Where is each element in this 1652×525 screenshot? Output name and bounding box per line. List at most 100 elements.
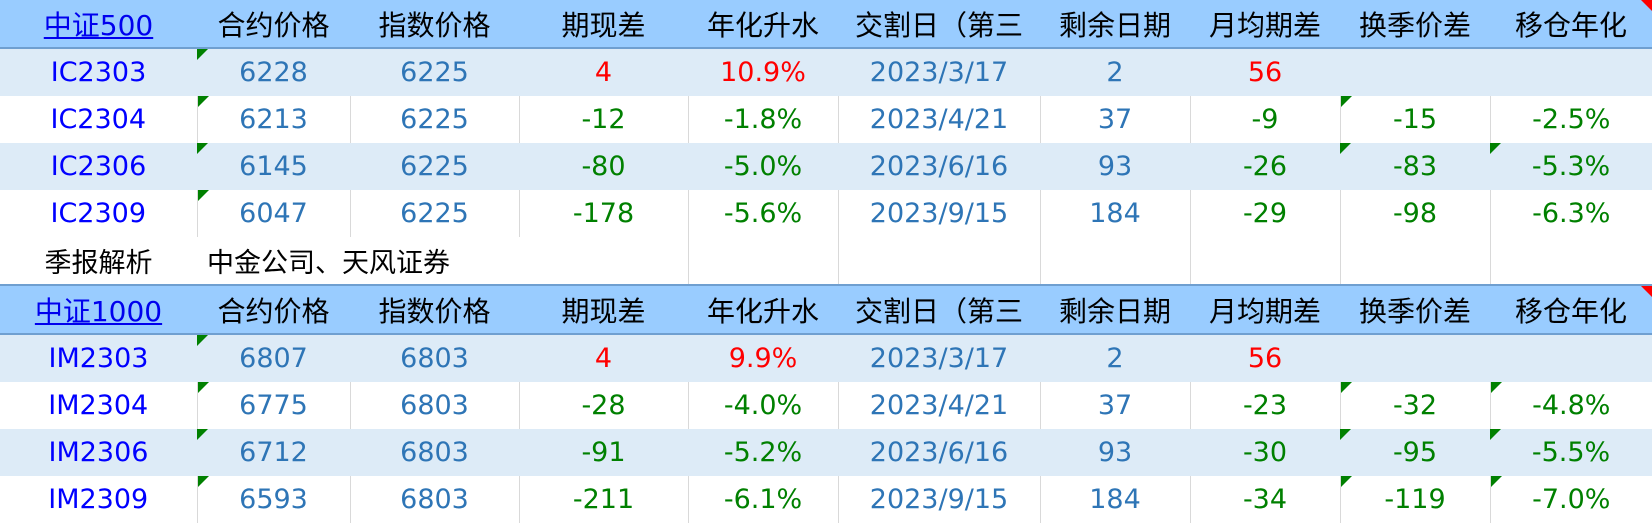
- data-cell[interactable]: 2023/4/21: [837, 382, 1040, 429]
- data-cell[interactable]: 6225: [349, 96, 519, 143]
- column-header[interactable]: 剩余日期: [1040, 0, 1190, 49]
- data-cell[interactable]: -83: [1340, 143, 1490, 190]
- data-cell[interactable]: 2023/6/16: [838, 429, 1040, 476]
- index-name-link[interactable]: 中证1000: [0, 285, 197, 335]
- data-cell[interactable]: 6145: [197, 143, 350, 190]
- data-cell[interactable]: 6213: [196, 96, 350, 143]
- column-header[interactable]: 移仓年化: [1490, 285, 1652, 335]
- contract-code-cell[interactable]: IM2306: [0, 429, 197, 476]
- note-value[interactable]: 中金公司、天风证券: [197, 237, 450, 286]
- data-cell[interactable]: -23: [1189, 382, 1340, 429]
- data-cell[interactable]: -178: [518, 190, 688, 237]
- data-cell[interactable]: [1340, 334, 1490, 382]
- data-cell[interactable]: 6047: [196, 190, 350, 237]
- column-header[interactable]: 期现差: [519, 285, 688, 335]
- data-cell[interactable]: 6803: [349, 476, 519, 523]
- data-cell[interactable]: -5.2%: [688, 429, 838, 476]
- data-cell[interactable]: 2023/9/15: [837, 190, 1040, 237]
- data-cell[interactable]: 6803: [350, 429, 519, 476]
- data-cell[interactable]: -30: [1190, 429, 1340, 476]
- empty-cell[interactable]: [1339, 237, 1490, 286]
- data-cell[interactable]: 9.9%: [688, 334, 838, 382]
- data-cell[interactable]: -80: [519, 143, 688, 190]
- data-cell[interactable]: 6225: [349, 190, 519, 237]
- note-label[interactable]: 季报解析: [0, 237, 197, 286]
- empty-cell[interactable]: [1039, 237, 1190, 286]
- data-cell[interactable]: 37: [1039, 96, 1190, 143]
- empty-cell[interactable]: [837, 237, 1040, 286]
- data-cell[interactable]: 6775: [196, 382, 350, 429]
- column-header[interactable]: 月均期差: [1190, 0, 1340, 49]
- contract-code-cell[interactable]: IM2304: [48, 390, 149, 421]
- column-header[interactable]: 换季价差: [1340, 0, 1490, 49]
- data-cell[interactable]: 37: [1039, 382, 1190, 429]
- column-header[interactable]: 月均期差: [1190, 285, 1340, 335]
- contract-code-cell[interactable]: IC2306: [0, 143, 197, 190]
- data-cell[interactable]: -7.0%: [1489, 476, 1652, 523]
- empty-cell[interactable]: [350, 237, 519, 286]
- data-cell[interactable]: -29: [1189, 190, 1340, 237]
- data-cell[interactable]: 2023/3/17: [838, 48, 1040, 96]
- data-cell[interactable]: -5.5%: [1490, 429, 1652, 476]
- contract-code-cell[interactable]: IM2309: [48, 484, 149, 515]
- data-cell[interactable]: 2023/4/21: [837, 96, 1040, 143]
- column-header[interactable]: 年化升水: [688, 285, 838, 335]
- data-cell[interactable]: 2: [1040, 334, 1190, 382]
- data-cell[interactable]: -9: [1189, 96, 1340, 143]
- data-cell[interactable]: 2023/9/15: [837, 476, 1040, 523]
- data-cell[interactable]: -5.6%: [687, 190, 838, 237]
- data-cell[interactable]: 4: [519, 334, 688, 382]
- data-cell[interactable]: -12: [518, 96, 688, 143]
- data-cell[interactable]: -2.5%: [1489, 96, 1652, 143]
- data-cell[interactable]: 184: [1039, 476, 1190, 523]
- data-cell[interactable]: -6.3%: [1489, 190, 1652, 237]
- data-cell[interactable]: -91: [519, 429, 688, 476]
- data-cell[interactable]: -5.0%: [688, 143, 838, 190]
- contract-code-cell[interactable]: IC2309: [50, 198, 147, 229]
- data-cell[interactable]: 56: [1190, 334, 1340, 382]
- data-cell[interactable]: 6807: [197, 334, 350, 382]
- column-header[interactable]: 交割日（第三: [838, 285, 1040, 335]
- empty-cell[interactable]: [519, 237, 688, 286]
- index-name-link[interactable]: 中证500: [0, 0, 197, 49]
- data-cell[interactable]: 6228: [197, 48, 350, 96]
- data-cell[interactable]: -32: [1339, 382, 1490, 429]
- empty-cell[interactable]: [1189, 237, 1340, 286]
- column-header[interactable]: 剩余日期: [1040, 285, 1190, 335]
- data-cell[interactable]: [1490, 334, 1652, 382]
- data-cell[interactable]: 184: [1039, 190, 1190, 237]
- data-cell[interactable]: -4.0%: [687, 382, 838, 429]
- data-cell[interactable]: 4: [519, 48, 688, 96]
- data-cell[interactable]: 2: [1040, 48, 1190, 96]
- data-cell[interactable]: -5.3%: [1490, 143, 1652, 190]
- data-cell[interactable]: 6712: [197, 429, 350, 476]
- data-cell[interactable]: 10.9%: [688, 48, 838, 96]
- column-header[interactable]: 移仓年化: [1490, 0, 1652, 49]
- data-cell[interactable]: -6.1%: [687, 476, 838, 523]
- contract-code-cell[interactable]: IM2303: [0, 334, 197, 382]
- column-header[interactable]: 年化升水: [688, 0, 838, 49]
- data-cell[interactable]: 6803: [349, 382, 519, 429]
- contract-code-cell[interactable]: IC2304: [50, 104, 147, 135]
- data-cell[interactable]: -26: [1190, 143, 1340, 190]
- data-cell[interactable]: [1490, 48, 1652, 96]
- data-cell[interactable]: -98: [1339, 190, 1490, 237]
- data-cell[interactable]: -119: [1339, 476, 1490, 523]
- column-header[interactable]: 合约价格: [197, 285, 350, 335]
- data-cell[interactable]: 2023/6/16: [838, 143, 1040, 190]
- column-header[interactable]: 换季价差: [1340, 285, 1490, 335]
- data-cell[interactable]: 6803: [350, 334, 519, 382]
- empty-cell[interactable]: [1489, 237, 1652, 286]
- data-cell[interactable]: 6225: [350, 48, 519, 96]
- data-cell[interactable]: -28: [518, 382, 688, 429]
- empty-cell[interactable]: [687, 237, 838, 286]
- data-cell[interactable]: -4.8%: [1489, 382, 1652, 429]
- column-header[interactable]: 合约价格: [197, 0, 350, 49]
- data-cell[interactable]: -95: [1340, 429, 1490, 476]
- contract-code-cell[interactable]: IC2303: [0, 48, 197, 96]
- data-cell[interactable]: 6593: [196, 476, 350, 523]
- data-cell[interactable]: -15: [1339, 96, 1490, 143]
- data-cell[interactable]: [1340, 48, 1490, 96]
- column-header[interactable]: 指数价格: [350, 0, 519, 49]
- column-header[interactable]: 期现差: [519, 0, 688, 49]
